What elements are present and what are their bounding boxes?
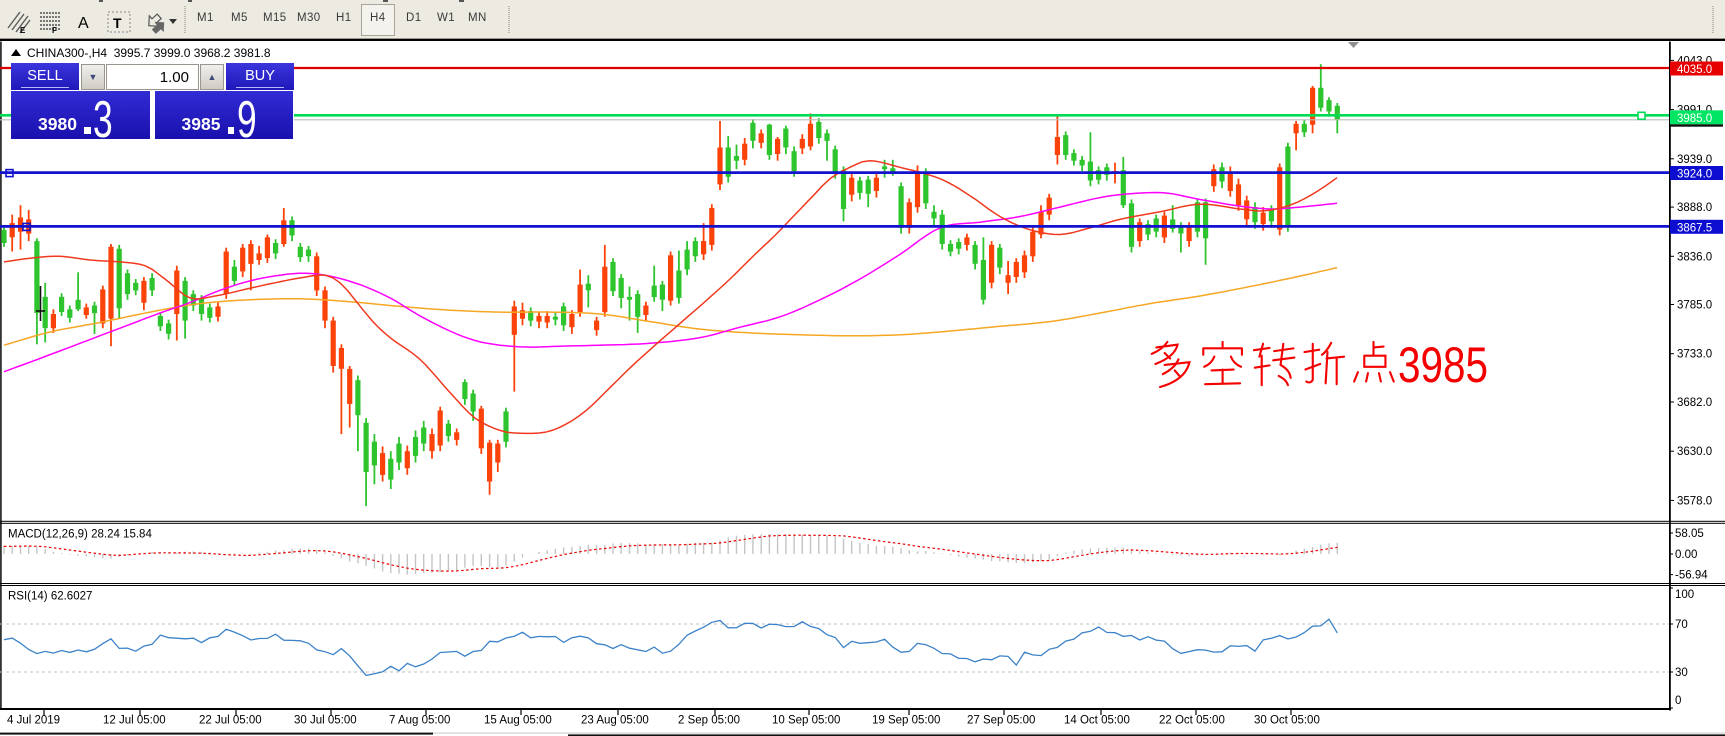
svg-text:T: T bbox=[113, 15, 122, 31]
svg-text:A: A bbox=[78, 15, 89, 32]
svg-text:30: 30 bbox=[1675, 667, 1688, 679]
svg-text:30 Jul 05:00: 30 Jul 05:00 bbox=[294, 715, 357, 727]
svg-text:0.00: 0.00 bbox=[1675, 549, 1697, 561]
svg-text:3578.0: 3578.0 bbox=[1677, 495, 1712, 507]
svg-text:19 Sep 05:00: 19 Sep 05:00 bbox=[872, 715, 940, 727]
svg-text:3785.0: 3785.0 bbox=[1677, 300, 1712, 312]
svg-text:4035.0: 4035.0 bbox=[1677, 64, 1712, 76]
svg-text:3733.0: 3733.0 bbox=[1677, 349, 1712, 361]
svg-text:3682.0: 3682.0 bbox=[1677, 397, 1712, 409]
svg-text:12 Jul 05:00: 12 Jul 05:00 bbox=[103, 715, 166, 727]
svg-text:30 Oct 05:00: 30 Oct 05:00 bbox=[1254, 715, 1320, 727]
svg-text:3985.0: 3985.0 bbox=[1677, 113, 1712, 125]
svg-text:3939.0: 3939.0 bbox=[1677, 154, 1712, 166]
svg-text:3888.0: 3888.0 bbox=[1677, 202, 1712, 214]
svg-text:14 Oct 05:00: 14 Oct 05:00 bbox=[1064, 715, 1130, 727]
svg-text:27 Sep 05:00: 27 Sep 05:00 bbox=[967, 715, 1035, 727]
svg-text:58.05: 58.05 bbox=[1675, 528, 1704, 540]
svg-text:15 Aug 05:00: 15 Aug 05:00 bbox=[484, 715, 552, 727]
svg-text:22 Oct 05:00: 22 Oct 05:00 bbox=[1159, 715, 1225, 727]
svg-text:10 Sep 05:00: 10 Sep 05:00 bbox=[772, 715, 840, 727]
svg-text:2 Sep 05:00: 2 Sep 05:00 bbox=[678, 715, 740, 727]
svg-text:3924.0: 3924.0 bbox=[1677, 169, 1712, 181]
svg-text:23 Aug 05:00: 23 Aug 05:00 bbox=[581, 715, 649, 727]
svg-text:22 Jul 05:00: 22 Jul 05:00 bbox=[199, 715, 262, 727]
svg-text:3867.5: 3867.5 bbox=[1677, 222, 1712, 234]
svg-text:70: 70 bbox=[1675, 619, 1688, 631]
svg-text:3985: 3985 bbox=[1398, 337, 1488, 393]
svg-text:3630.0: 3630.0 bbox=[1677, 446, 1712, 458]
svg-text:7 Aug 05:00: 7 Aug 05:00 bbox=[389, 715, 450, 727]
svg-text:0: 0 bbox=[1675, 695, 1681, 707]
svg-text:MACD(12,26,9) 28.24 15.84: MACD(12,26,9) 28.24 15.84 bbox=[8, 529, 152, 541]
svg-text:E: E bbox=[20, 26, 26, 35]
svg-text:-56.94: -56.94 bbox=[1675, 570, 1708, 582]
svg-text:4 Jul 2019: 4 Jul 2019 bbox=[7, 715, 60, 727]
svg-text:RSI(14) 62.6027: RSI(14) 62.6027 bbox=[8, 591, 92, 603]
svg-text:100: 100 bbox=[1675, 589, 1694, 601]
svg-text:F: F bbox=[52, 26, 57, 35]
svg-text:3836.0: 3836.0 bbox=[1677, 251, 1712, 263]
